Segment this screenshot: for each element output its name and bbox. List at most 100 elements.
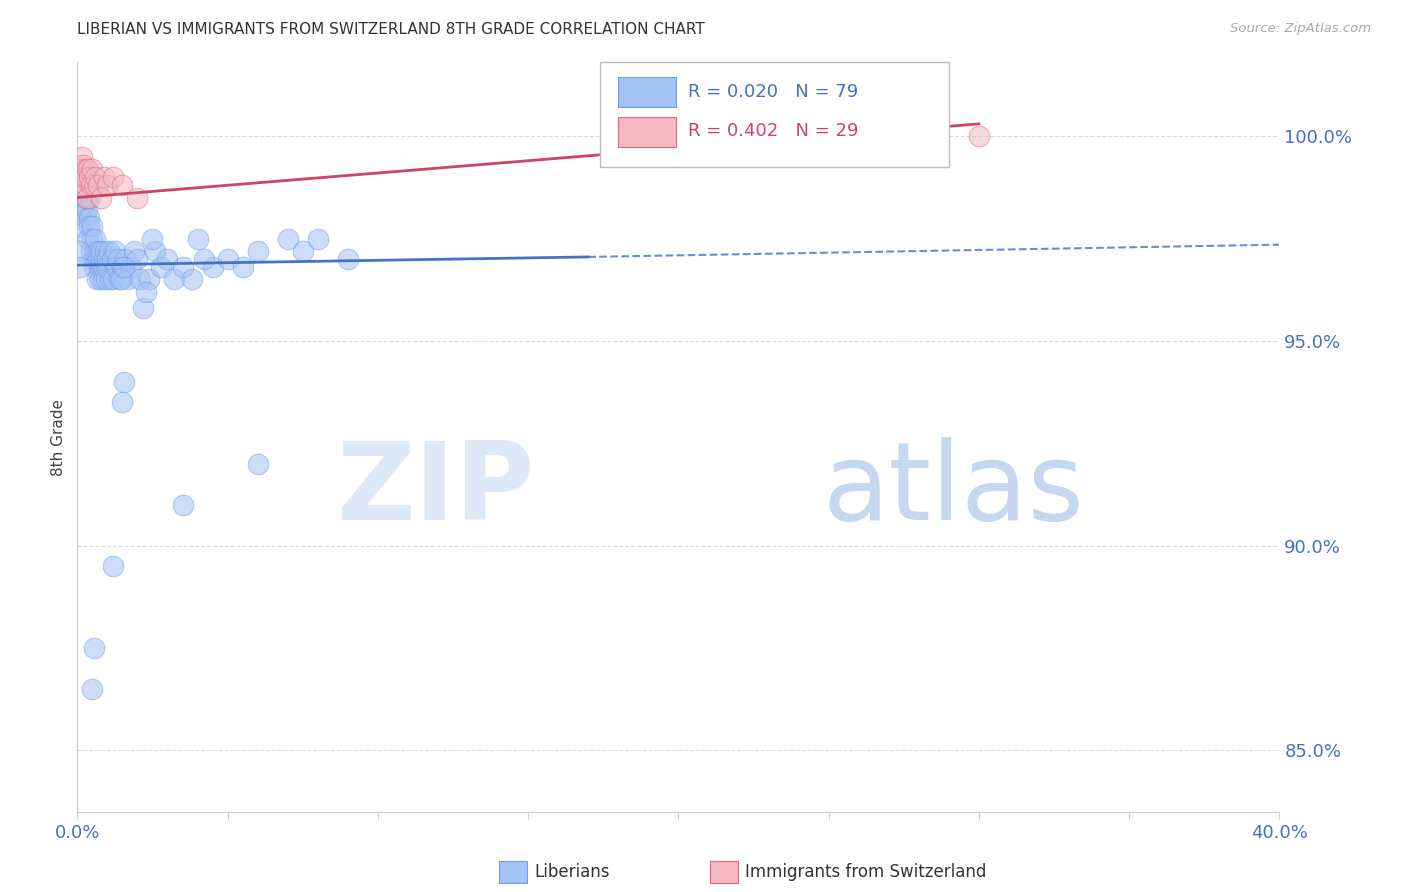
Point [83, 640, 105, 655]
Point [277, 231, 299, 245]
Point [967, 129, 990, 144]
Point [69, 260, 91, 275]
Point [93, 170, 115, 185]
Point [87, 260, 110, 275]
Point [150, 260, 173, 275]
Point [727, 120, 749, 135]
Point [86, 272, 108, 286]
Point [80, 244, 103, 258]
Point [141, 231, 163, 245]
Point [79, 170, 101, 185]
Point [129, 272, 152, 286]
Point [246, 244, 269, 258]
Point [91, 260, 114, 275]
Point [89, 272, 111, 286]
Point [232, 260, 254, 275]
Point [107, 252, 129, 266]
Point [90, 190, 112, 204]
Point [100, 272, 122, 286]
Point [103, 272, 125, 286]
Point [83, 244, 105, 258]
Point [70, 190, 93, 204]
Point [75, 161, 97, 176]
Point [84, 252, 107, 266]
Point [87, 244, 110, 258]
Text: R = 0.402   N = 29: R = 0.402 N = 29 [688, 122, 859, 140]
Text: LIBERIAN VS IMMIGRANTS FROM SWITZERLAND 8TH GRADE CORRELATION CHART: LIBERIAN VS IMMIGRANTS FROM SWITZERLAND … [77, 22, 704, 37]
Point [75, 178, 97, 193]
Text: R = 0.020   N = 79: R = 0.020 N = 79 [688, 83, 858, 101]
Point [76, 161, 98, 176]
Point [83, 260, 105, 275]
Point [84, 170, 107, 185]
Point [94, 272, 117, 286]
Point [82, 231, 104, 245]
Text: Source: ZipAtlas.com: Source: ZipAtlas.com [1230, 22, 1371, 36]
Text: ZIP: ZIP [336, 436, 534, 542]
Point [127, 252, 149, 266]
FancyBboxPatch shape [600, 62, 949, 168]
FancyBboxPatch shape [619, 78, 676, 107]
Text: Immigrants from Switzerland: Immigrants from Switzerland [745, 863, 987, 881]
Point [80, 219, 103, 234]
Point [132, 301, 155, 315]
Point [70, 150, 93, 164]
Point [82, 252, 104, 266]
Point [69, 170, 91, 185]
Point [70, 161, 93, 176]
Point [72, 178, 94, 193]
Point [96, 252, 118, 266]
Point [97, 244, 120, 258]
Point [72, 158, 94, 172]
Point [83, 178, 105, 193]
Point [112, 375, 135, 389]
Point [79, 219, 101, 234]
Point [94, 244, 117, 258]
Point [80, 178, 103, 193]
Point [69, 202, 91, 217]
Y-axis label: 8th Grade: 8th Grade [51, 399, 66, 475]
Point [77, 211, 100, 225]
Point [96, 178, 118, 193]
Point [120, 260, 142, 275]
Point [180, 272, 202, 286]
Point [156, 252, 179, 266]
Point [87, 252, 110, 266]
Point [101, 252, 124, 266]
Point [114, 252, 136, 266]
Point [336, 252, 359, 266]
Point [117, 272, 139, 286]
Point [75, 170, 97, 185]
Point [104, 244, 127, 258]
Point [67, 219, 90, 234]
Point [79, 190, 101, 204]
Point [201, 260, 224, 275]
Point [127, 190, 149, 204]
Point [76, 190, 98, 204]
Point [307, 231, 329, 245]
Point [70, 178, 93, 193]
Point [145, 244, 167, 258]
Point [93, 252, 115, 266]
Point [90, 252, 112, 266]
Point [172, 260, 194, 275]
Point [93, 260, 115, 275]
Point [111, 395, 134, 409]
Point [91, 272, 114, 286]
Point [87, 178, 110, 193]
Point [108, 272, 131, 286]
Point [246, 457, 269, 471]
Point [162, 272, 184, 286]
Point [186, 231, 209, 245]
Point [111, 260, 134, 275]
Point [110, 272, 132, 286]
Point [193, 252, 215, 266]
Point [69, 161, 91, 176]
Point [73, 199, 96, 213]
Point [73, 170, 96, 185]
Point [96, 260, 118, 275]
Point [72, 170, 94, 185]
Point [105, 260, 128, 275]
Point [72, 170, 94, 185]
Point [124, 244, 146, 258]
